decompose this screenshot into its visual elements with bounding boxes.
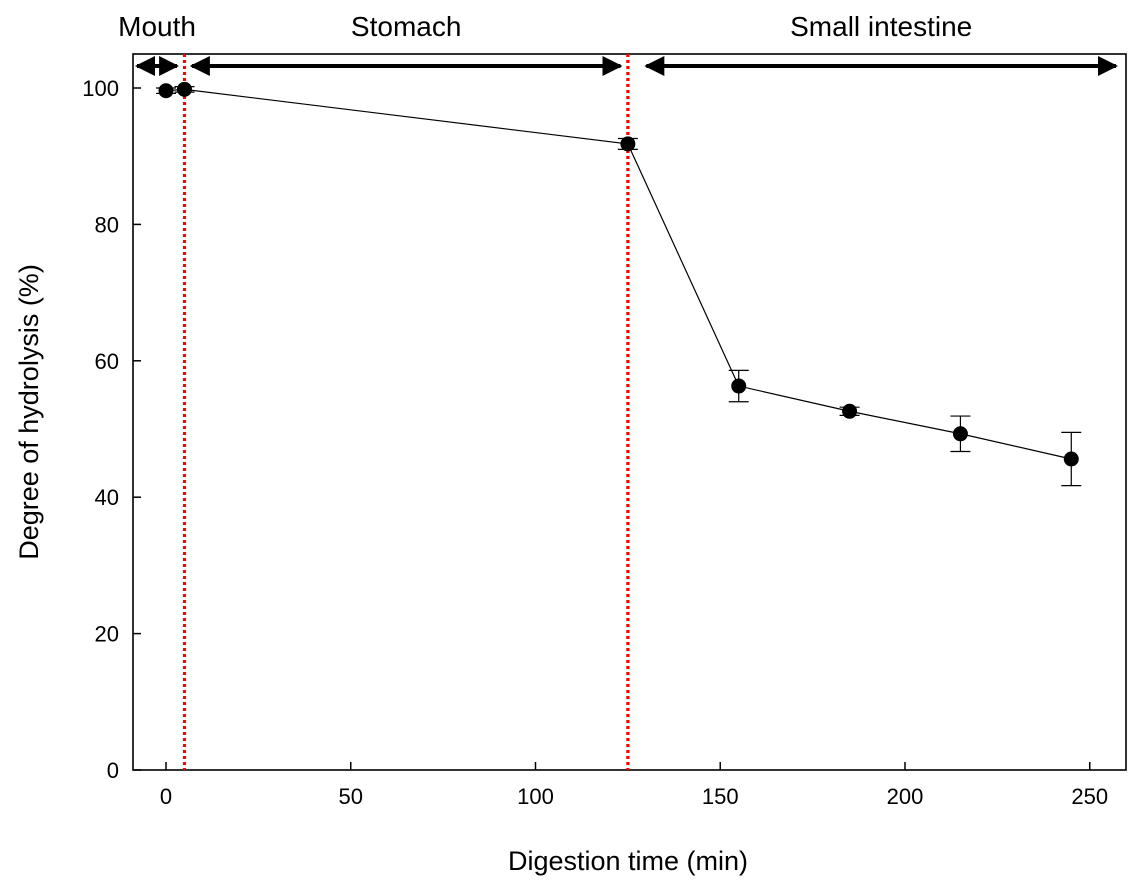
phase-label: Stomach — [351, 11, 462, 42]
data-point — [1063, 451, 1079, 467]
phase-annotations: Mouth Stomach Small intestine — [118, 11, 1118, 76]
y-tick-label: 60 — [95, 349, 119, 374]
phase-label: Small intestine — [790, 11, 972, 42]
y-tick-label: 100 — [82, 76, 119, 101]
x-tick-label: 0 — [160, 784, 172, 809]
x-tick-label: 100 — [517, 784, 554, 809]
plot-frame — [132, 53, 1127, 771]
phase-boundaries — [182, 54, 630, 770]
data-point — [158, 83, 174, 99]
data-point — [620, 136, 636, 152]
x-tick-label: 150 — [702, 784, 739, 809]
y-tick-label: 40 — [95, 485, 119, 510]
y-tick-label: 0 — [107, 758, 119, 783]
x-tick-label: 50 — [339, 784, 363, 809]
data-point — [731, 378, 747, 394]
y-axis-title: Degree of hydrolysis (%) — [14, 264, 44, 560]
series-group — [156, 81, 1082, 487]
y-tick-label: 80 — [95, 212, 119, 237]
y-tick-label: 20 — [95, 622, 119, 647]
data-point — [952, 426, 968, 442]
x-tick-label: 200 — [887, 784, 924, 809]
y-axis: 0 20 40 60 80 100 — [82, 76, 141, 783]
data-point — [176, 81, 192, 97]
phase-label: Mouth — [118, 11, 196, 42]
series-line — [165, 88, 1072, 460]
x-axis-title: Digestion time (min) — [508, 846, 748, 876]
x-axis: 0 50 100 150 200 250 — [160, 762, 1108, 809]
x-tick-label: 250 — [1071, 784, 1108, 809]
data-point — [842, 403, 858, 419]
